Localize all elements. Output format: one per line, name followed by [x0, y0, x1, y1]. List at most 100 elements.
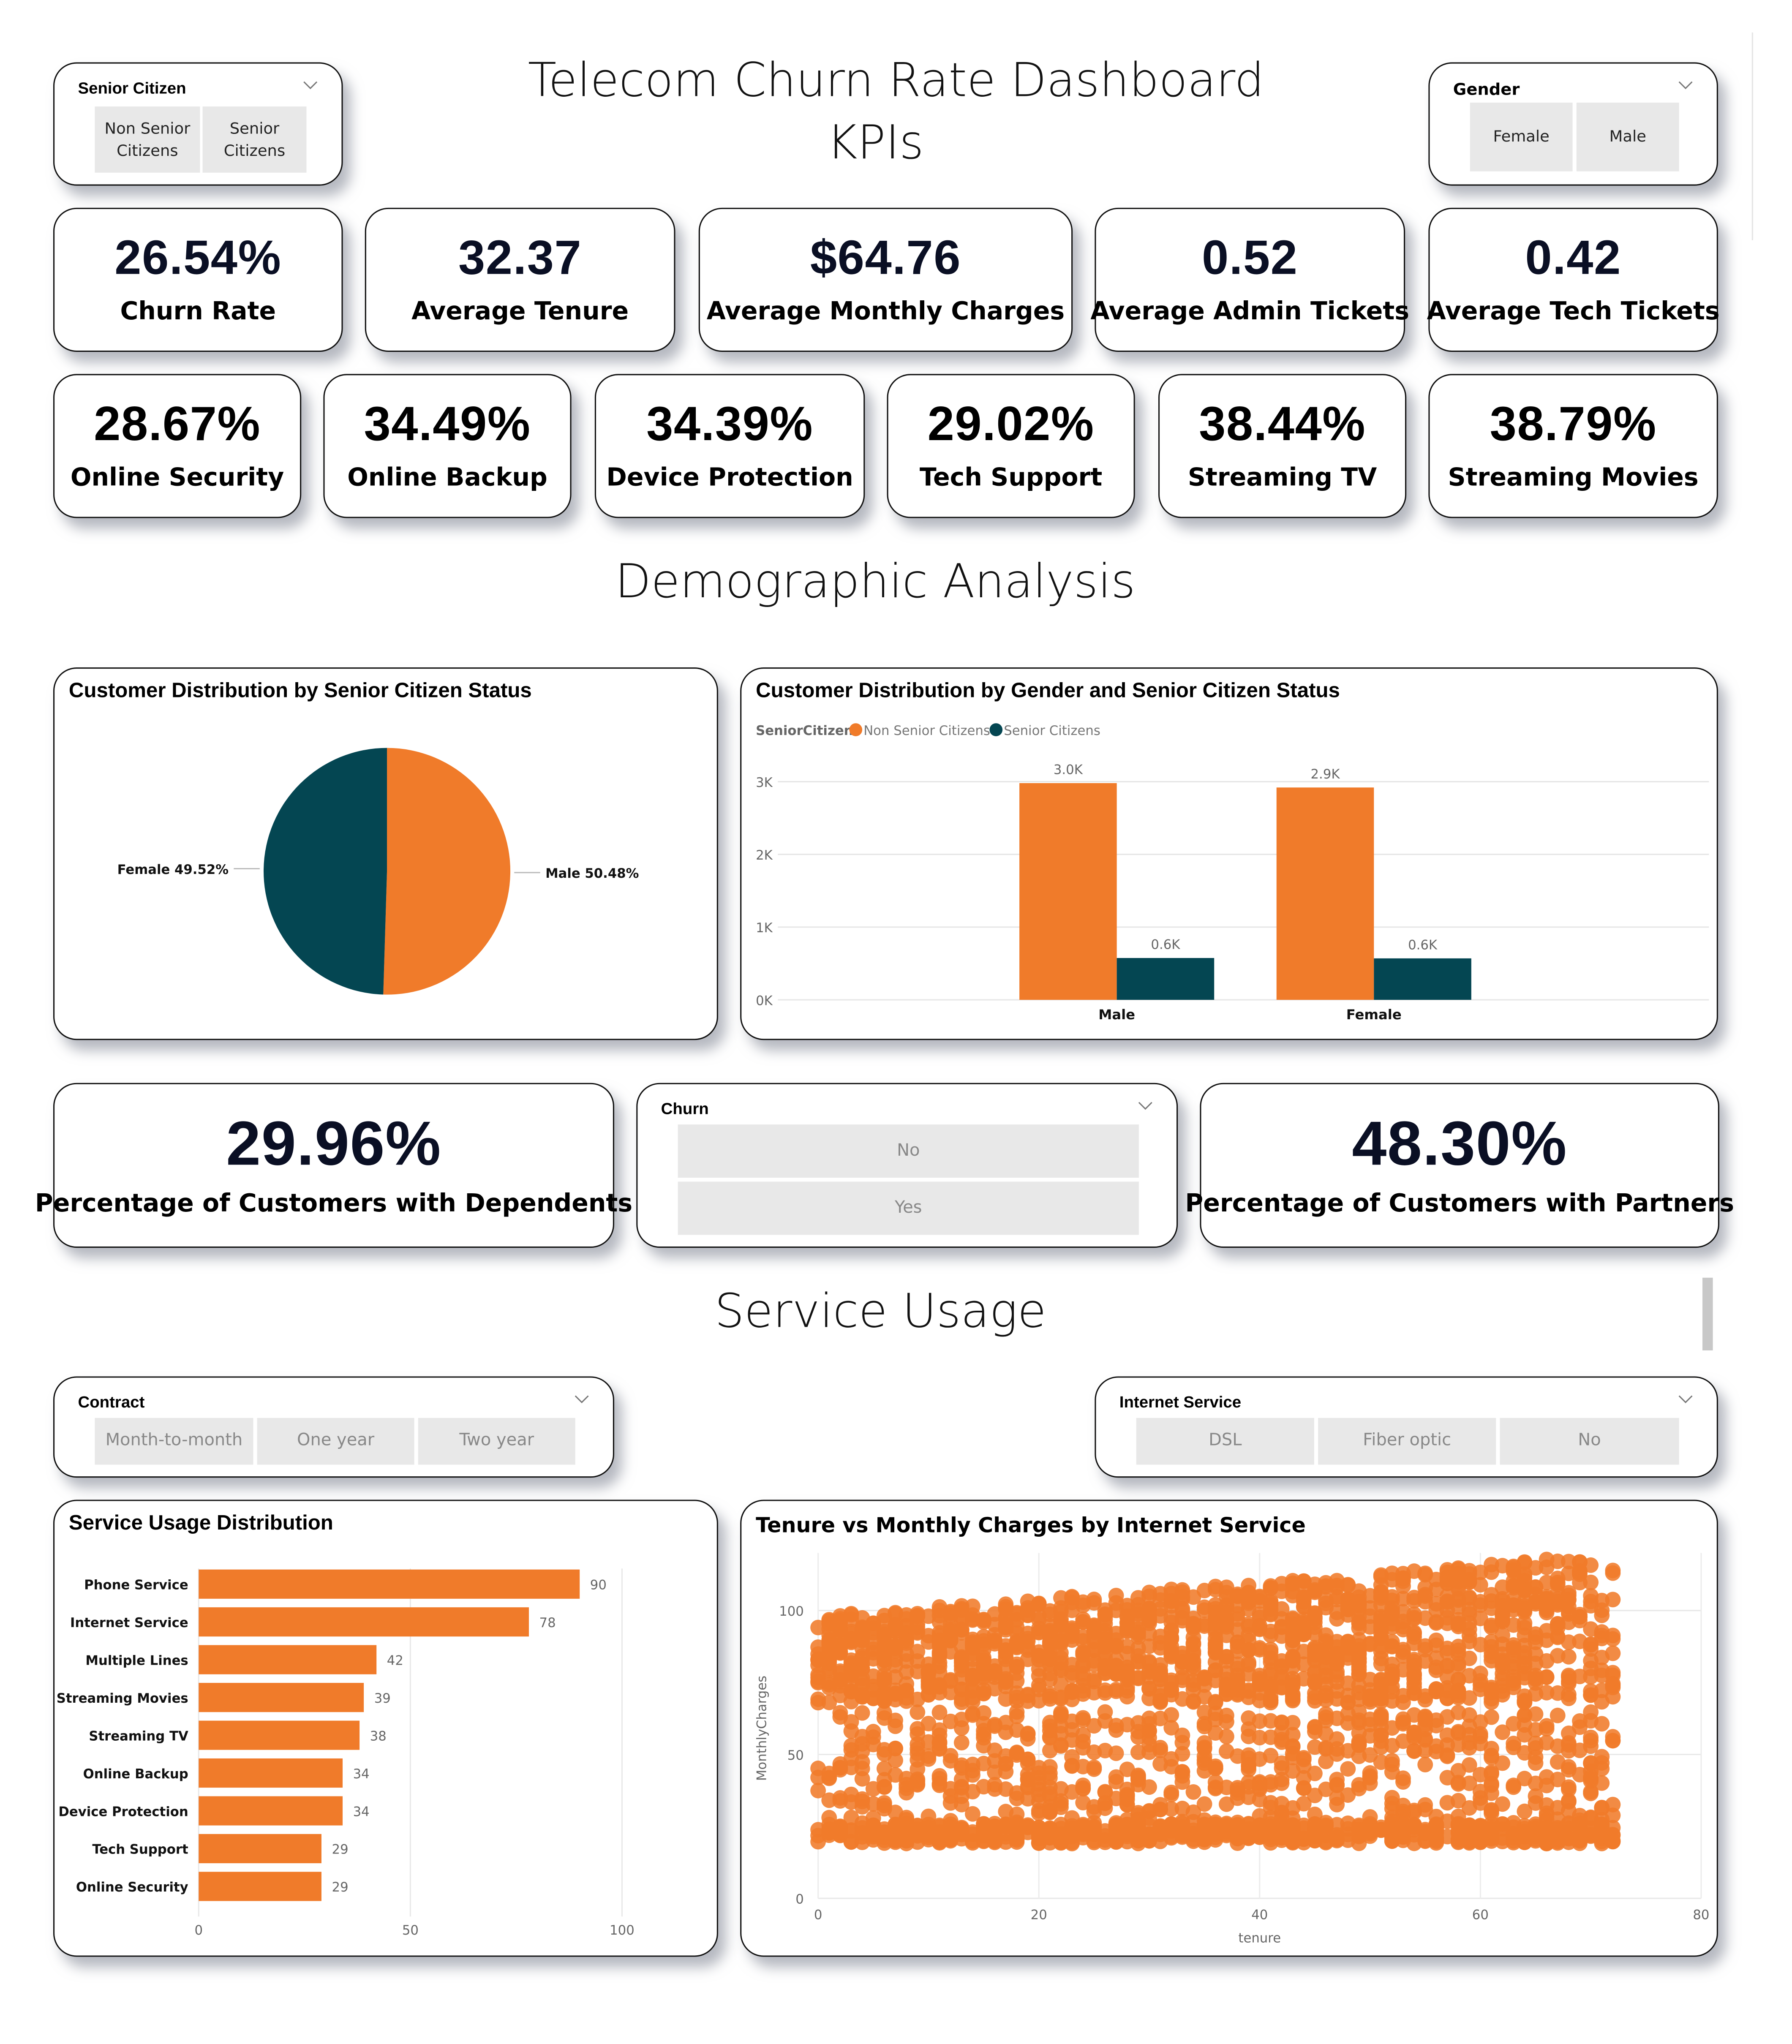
kpi-label: Percentage of Customers with Partners: [1185, 1189, 1734, 1217]
scatter-point: [931, 1735, 948, 1751]
scatter-point: [1185, 1643, 1201, 1659]
scatter-point: [910, 1616, 926, 1632]
slicer-option-fiber-optic[interactable]: Fiber optic: [1318, 1418, 1496, 1465]
scatter-point: [953, 1821, 970, 1837]
scatter-point: [1274, 1669, 1290, 1685]
scatter-point: [1285, 1763, 1301, 1779]
x-tick-label: 100: [610, 1923, 635, 1938]
scatter-point: [1185, 1784, 1201, 1800]
kpi-value: 28.67%: [94, 397, 261, 451]
scatter-point: [1539, 1685, 1555, 1701]
scatter-point: [1550, 1594, 1566, 1610]
scatter-point: [1274, 1829, 1290, 1845]
scatter-point: [1086, 1718, 1102, 1734]
bar-data-label: 42: [387, 1653, 403, 1668]
scatter-point: [1506, 1736, 1522, 1752]
slicer-option-yes[interactable]: Yes: [678, 1181, 1139, 1235]
kpi-card-average-tenure: 32.37 Average Tenure: [365, 207, 675, 352]
scatter-point: [1605, 1729, 1621, 1745]
scatter-point: [899, 1780, 915, 1796]
chevron-down-icon[interactable]: [302, 76, 321, 92]
slicer-title: Gender: [1453, 79, 1520, 99]
scatter-point: [1318, 1753, 1334, 1769]
scatter-point: [1097, 1602, 1113, 1618]
scatter-point: [1152, 1802, 1168, 1818]
scatter-point: [1528, 1740, 1544, 1756]
scatter-point: [1174, 1654, 1190, 1670]
scatter-point: [1406, 1818, 1422, 1834]
scatter-point: [1130, 1724, 1146, 1739]
scatter-point: [1351, 1737, 1367, 1753]
scatter-point: [1373, 1644, 1389, 1660]
scatter-point: [1285, 1610, 1301, 1626]
slicer-option-senior[interactable]: Senior Citizens: [202, 106, 307, 173]
scatter-point: [1141, 1602, 1157, 1618]
scatter-point: [888, 1669, 903, 1685]
legend-title: SeniorCitizen: [756, 723, 853, 738]
chevron-down-icon[interactable]: [1678, 76, 1696, 92]
chevron-down-icon[interactable]: [1138, 1097, 1156, 1113]
slicer-option-one-year[interactable]: One year: [257, 1418, 414, 1465]
chevron-down-icon[interactable]: [1678, 1391, 1696, 1406]
bar-data-label: 90: [590, 1578, 607, 1593]
scatter-point: [1163, 1823, 1179, 1839]
slicer-option-male[interactable]: Male: [1576, 102, 1679, 171]
slicer-option-no[interactable]: No: [678, 1124, 1139, 1178]
scatter-point: [1053, 1738, 1069, 1754]
scatter-point: [854, 1705, 870, 1721]
slicer-option-two-year[interactable]: Two year: [418, 1418, 575, 1465]
slicer-option-non-senior[interactable]: Non Senior Citizens: [95, 106, 200, 173]
scatter-point: [1185, 1629, 1201, 1645]
scatter-point: [1528, 1594, 1544, 1610]
scatter-point: [1274, 1775, 1290, 1791]
scatter-point: [821, 1769, 837, 1785]
scatter-chart: 0 50 100 0 20 40 60 80 tenure MonthlyCharges: [754, 1551, 1709, 1946]
scatter-point: [1274, 1817, 1290, 1833]
scatter-point: [964, 1611, 980, 1627]
scatter-point: [1439, 1565, 1455, 1580]
scatter-point: [1450, 1793, 1466, 1809]
bar-data-label: 0.6K: [1408, 937, 1438, 953]
slicer-option-female[interactable]: Female: [1470, 102, 1573, 171]
scatter-point: [1450, 1776, 1466, 1792]
kpi-value: 34.39%: [646, 397, 814, 451]
scatter-point: [1351, 1780, 1367, 1796]
scatter-point: [821, 1652, 837, 1668]
scatter-point: [1318, 1741, 1334, 1757]
kpi-label: Average Admin Tickets: [1090, 297, 1410, 326]
scatter-point: [1174, 1768, 1190, 1784]
scatter-point: [1318, 1659, 1334, 1675]
scatter-point: [1230, 1780, 1245, 1796]
scatter-point: [1406, 1610, 1422, 1625]
scatter-point: [1472, 1790, 1488, 1806]
scatter-point: [1395, 1770, 1411, 1786]
x-tick-label: 40: [1251, 1907, 1268, 1922]
scatter-point: [1417, 1594, 1433, 1610]
scatter-point: [1605, 1667, 1621, 1683]
scatter-point: [1340, 1577, 1356, 1593]
scatter-point: [865, 1651, 881, 1667]
scatter-point: [1472, 1728, 1488, 1745]
scatter-point: [1307, 1765, 1323, 1781]
legend-label: Non Senior Citizens: [863, 723, 990, 738]
scatter-point: [1472, 1766, 1488, 1783]
scatter-point: [1517, 1803, 1533, 1819]
scatter-point: [810, 1783, 826, 1799]
chevron-down-icon[interactable]: [574, 1391, 592, 1406]
pie-chart: Male 50.48% Female 49.52%: [117, 748, 639, 995]
bar-data-label: 2.9K: [1311, 767, 1340, 782]
chart-title: Service Usage Distribution: [68, 1513, 333, 1535]
scatter-point: [1329, 1710, 1345, 1726]
scrollbar[interactable]: [1702, 1277, 1713, 1350]
slicer-option-month-to-month[interactable]: Month-to-month: [95, 1418, 253, 1465]
scatter-point: [1572, 1817, 1588, 1833]
scatter-point: [821, 1679, 837, 1696]
scatter-point: [1517, 1649, 1533, 1665]
scatter-point: [1064, 1668, 1080, 1684]
x-tick-label: 60: [1472, 1907, 1489, 1922]
slicer-option-no-internet[interactable]: No: [1500, 1418, 1679, 1465]
chart-title: Tenure vs Monthly Charges by Internet Se…: [756, 1513, 1306, 1538]
scatter-point: [1241, 1821, 1257, 1837]
slicer-option-dsl[interactable]: DSL: [1136, 1418, 1314, 1465]
scatter-point: [1495, 1579, 1511, 1595]
